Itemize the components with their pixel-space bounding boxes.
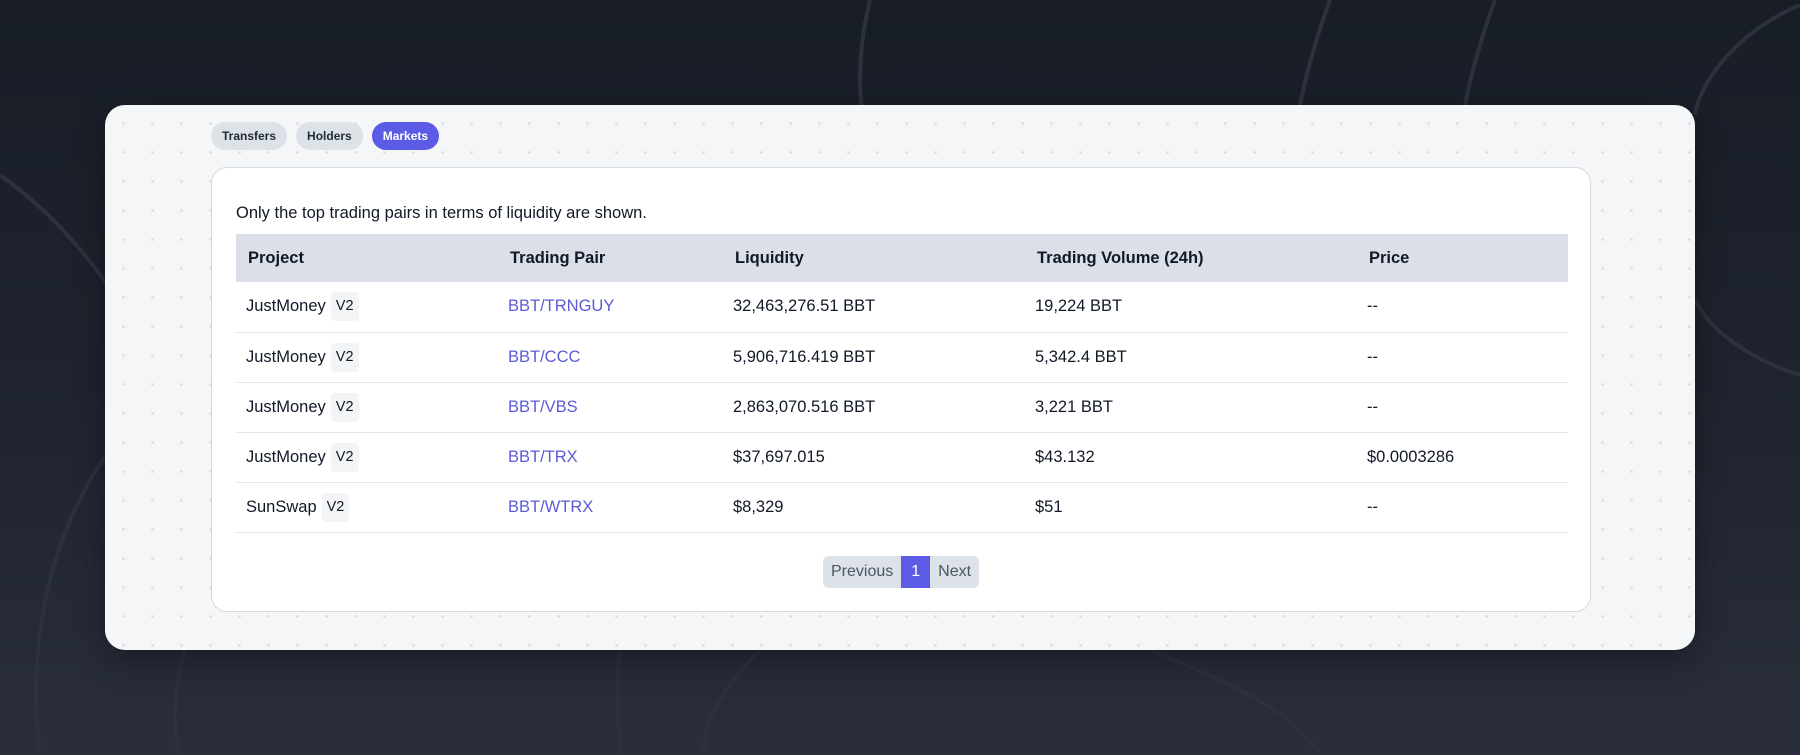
column-header-project: Project bbox=[248, 248, 304, 267]
price-cell: -- bbox=[1367, 297, 1378, 316]
next-page-button[interactable]: Next bbox=[930, 556, 979, 588]
project-cell: JustMoney V2 bbox=[236, 382, 498, 432]
version-badge: V2 bbox=[330, 292, 359, 322]
tab-markets[interactable]: Markets bbox=[371, 122, 440, 150]
price-cell: -- bbox=[1367, 347, 1378, 366]
project-name: JustMoney bbox=[246, 297, 326, 316]
tab-holders[interactable]: Holders bbox=[296, 122, 363, 150]
liquidity-cell: 5,906,716.419 BBT bbox=[733, 347, 876, 366]
project-name: JustMoney bbox=[246, 397, 326, 416]
markets-card: Only the top trading pairs in terms of l… bbox=[211, 167, 1591, 612]
price-cell: -- bbox=[1367, 397, 1378, 416]
volume-cell: $43.132 bbox=[1035, 447, 1095, 466]
column-header-trading-pair: Trading Pair bbox=[510, 248, 606, 267]
project-cell: JustMoney V2 bbox=[236, 432, 498, 482]
project-cell: JustMoney V2 bbox=[236, 282, 498, 332]
price-cell: $0.0003286 bbox=[1367, 447, 1455, 466]
liquidity-cell: 2,863,070.516 BBT bbox=[733, 397, 876, 416]
table-row: JustMoney V2 BBT/CCC 5,906,716.419 BBT 5,… bbox=[236, 332, 1568, 382]
volume-cell: $51 bbox=[1035, 497, 1063, 516]
trading-pair-link[interactable]: BBT/WTRX bbox=[508, 497, 594, 516]
version-badge: V2 bbox=[330, 442, 359, 472]
liquidity-cell: $37,697.015 bbox=[733, 447, 825, 466]
markets-table: Project Trading Pair Liquidity Trading V… bbox=[236, 234, 1568, 533]
version-badge: V2 bbox=[321, 492, 350, 522]
trading-pair-link[interactable]: BBT/TRNGUY bbox=[508, 297, 615, 316]
pair-cell: BBT/TRX bbox=[498, 432, 723, 482]
table-row: SunSwap V2 BBT/WTRX $8,329 $51 -- bbox=[236, 482, 1568, 532]
table-row: JustMoney V2 BBT/VBS 2,863,070.516 BBT 3,… bbox=[236, 382, 1568, 432]
page-1-button[interactable]: 1 bbox=[901, 556, 931, 588]
project-name: SunSwap bbox=[246, 497, 317, 516]
column-header-volume: Trading Volume (24h) bbox=[1037, 248, 1204, 267]
token-detail-panel: Transfers Holders Markets Only the top t… bbox=[105, 105, 1695, 650]
pair-cell: BBT/TRNGUY bbox=[498, 282, 723, 332]
version-badge: V2 bbox=[330, 392, 359, 422]
trading-pair-link[interactable]: BBT/CCC bbox=[508, 347, 581, 366]
tab-transfers[interactable]: Transfers bbox=[211, 122, 288, 150]
trading-pair-link[interactable]: BBT/TRX bbox=[508, 447, 578, 466]
liquidity-cell: $8,329 bbox=[733, 497, 784, 516]
project-name: JustMoney bbox=[246, 447, 326, 466]
trading-pair-link[interactable]: BBT/VBS bbox=[508, 397, 578, 416]
column-header-liquidity: Liquidity bbox=[735, 248, 804, 267]
tab-bar: Transfers Holders Markets bbox=[211, 122, 440, 150]
table-row: JustMoney V2 BBT/TRX $37,697.015 $43.132 … bbox=[236, 432, 1568, 482]
table-row: JustMoney V2 BBT/TRNGUY 32,463,276.51 BBT… bbox=[236, 282, 1568, 332]
pair-cell: BBT/WTRX bbox=[498, 482, 723, 532]
volume-cell: 3,221 BBT bbox=[1035, 397, 1113, 416]
project-cell: SunSwap V2 bbox=[236, 482, 498, 532]
project-cell: JustMoney V2 bbox=[236, 332, 498, 382]
volume-cell: 5,342.4 BBT bbox=[1035, 347, 1127, 366]
pair-cell: BBT/CCC bbox=[498, 332, 723, 382]
liquidity-cell: 32,463,276.51 BBT bbox=[733, 297, 876, 316]
table-header-row: Project Trading Pair Liquidity Trading V… bbox=[236, 234, 1568, 282]
previous-page-button[interactable]: Previous bbox=[823, 556, 901, 588]
volume-cell: 19,224 BBT bbox=[1035, 297, 1123, 316]
pair-cell: BBT/VBS bbox=[498, 382, 723, 432]
column-header-price: Price bbox=[1369, 248, 1410, 267]
markets-note: Only the top trading pairs in terms of l… bbox=[236, 204, 647, 222]
price-cell: -- bbox=[1367, 497, 1378, 516]
pagination: Previous 1 Next bbox=[823, 556, 980, 588]
project-name: JustMoney bbox=[246, 347, 326, 366]
version-badge: V2 bbox=[330, 342, 359, 372]
